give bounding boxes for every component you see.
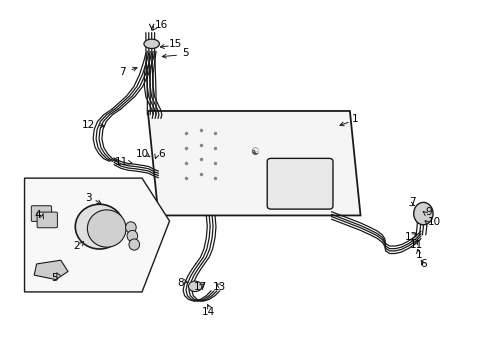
Text: 14: 14 — [201, 307, 214, 317]
Polygon shape — [147, 111, 360, 215]
Text: 8: 8 — [177, 278, 183, 288]
Ellipse shape — [143, 39, 159, 49]
Polygon shape — [34, 260, 68, 280]
Text: 9: 9 — [425, 207, 431, 217]
Text: ☯: ☯ — [249, 147, 258, 157]
FancyBboxPatch shape — [37, 212, 57, 228]
Ellipse shape — [188, 281, 202, 292]
Text: 6: 6 — [419, 259, 426, 269]
Text: 17: 17 — [193, 282, 206, 292]
Text: 5: 5 — [182, 48, 188, 58]
Text: 12: 12 — [404, 232, 417, 242]
Text: 16: 16 — [154, 20, 168, 30]
Ellipse shape — [75, 204, 123, 249]
Text: 1: 1 — [415, 249, 422, 260]
Text: 7: 7 — [119, 67, 126, 77]
Text: 4: 4 — [34, 210, 41, 220]
Ellipse shape — [87, 210, 126, 247]
Polygon shape — [24, 178, 169, 292]
Text: 13: 13 — [212, 282, 225, 292]
Text: 11: 11 — [114, 157, 127, 167]
Text: 7: 7 — [408, 197, 415, 207]
Ellipse shape — [413, 202, 432, 225]
Text: 10: 10 — [135, 149, 148, 159]
Text: 6: 6 — [158, 149, 164, 159]
Text: 3: 3 — [85, 193, 92, 203]
Text: 2: 2 — [73, 241, 80, 251]
Text: 11: 11 — [408, 240, 422, 250]
FancyBboxPatch shape — [266, 158, 332, 209]
Ellipse shape — [127, 230, 138, 242]
Ellipse shape — [125, 222, 136, 233]
FancyBboxPatch shape — [31, 206, 52, 221]
Text: 15: 15 — [169, 39, 182, 49]
Text: 12: 12 — [82, 120, 95, 130]
Text: 1: 1 — [351, 114, 357, 124]
Ellipse shape — [129, 239, 139, 250]
Text: 10: 10 — [427, 217, 440, 227]
Text: 5: 5 — [52, 273, 58, 283]
